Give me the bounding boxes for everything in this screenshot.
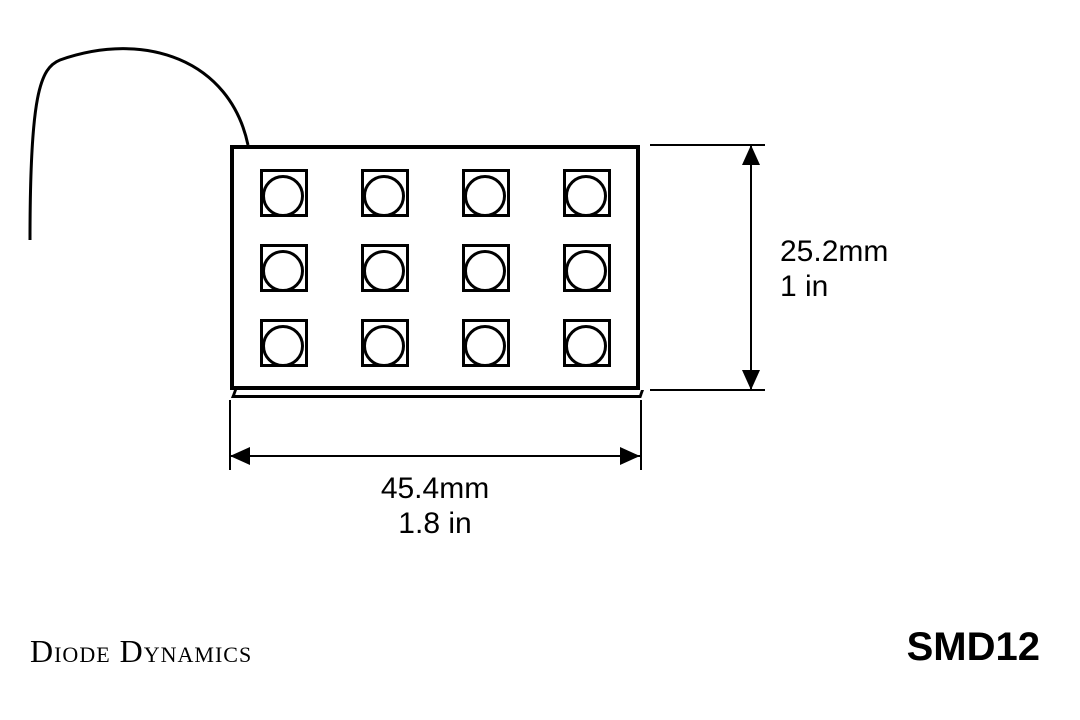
led-lens <box>464 175 506 217</box>
width-extension-right <box>640 400 642 470</box>
led-lens <box>363 325 405 367</box>
width-dimension-line <box>230 455 640 457</box>
led-lens <box>363 175 405 217</box>
arrow-right-icon <box>620 447 640 465</box>
led-lens <box>565 250 607 292</box>
arrow-up-icon <box>742 145 760 165</box>
led-lens <box>262 325 304 367</box>
led-lens <box>363 250 405 292</box>
arrow-down-icon <box>742 370 760 390</box>
width-mm: 45.4mm <box>230 472 640 507</box>
technical-diagram: 45.4mm 1.8 in 25.2mm 1 in Diode Dynamics… <box>0 0 1080 720</box>
brand-label: Diode Dynamics <box>30 633 252 670</box>
height-mm: 25.2mm <box>780 235 888 270</box>
board-edge <box>231 390 644 398</box>
width-in: 1.8 in <box>230 507 640 542</box>
led-lens <box>262 250 304 292</box>
led-lens <box>565 175 607 217</box>
led-lens <box>464 250 506 292</box>
height-dimension-label: 25.2mm 1 in <box>780 235 888 304</box>
arrow-left-icon <box>230 447 250 465</box>
led-lens <box>464 325 506 367</box>
model-label: SMD12 <box>907 625 1040 670</box>
height-in: 1 in <box>780 270 888 305</box>
led-lens <box>565 325 607 367</box>
width-dimension-label: 45.4mm 1.8 in <box>230 472 640 541</box>
height-dimension-line <box>750 145 752 390</box>
led-lens <box>262 175 304 217</box>
